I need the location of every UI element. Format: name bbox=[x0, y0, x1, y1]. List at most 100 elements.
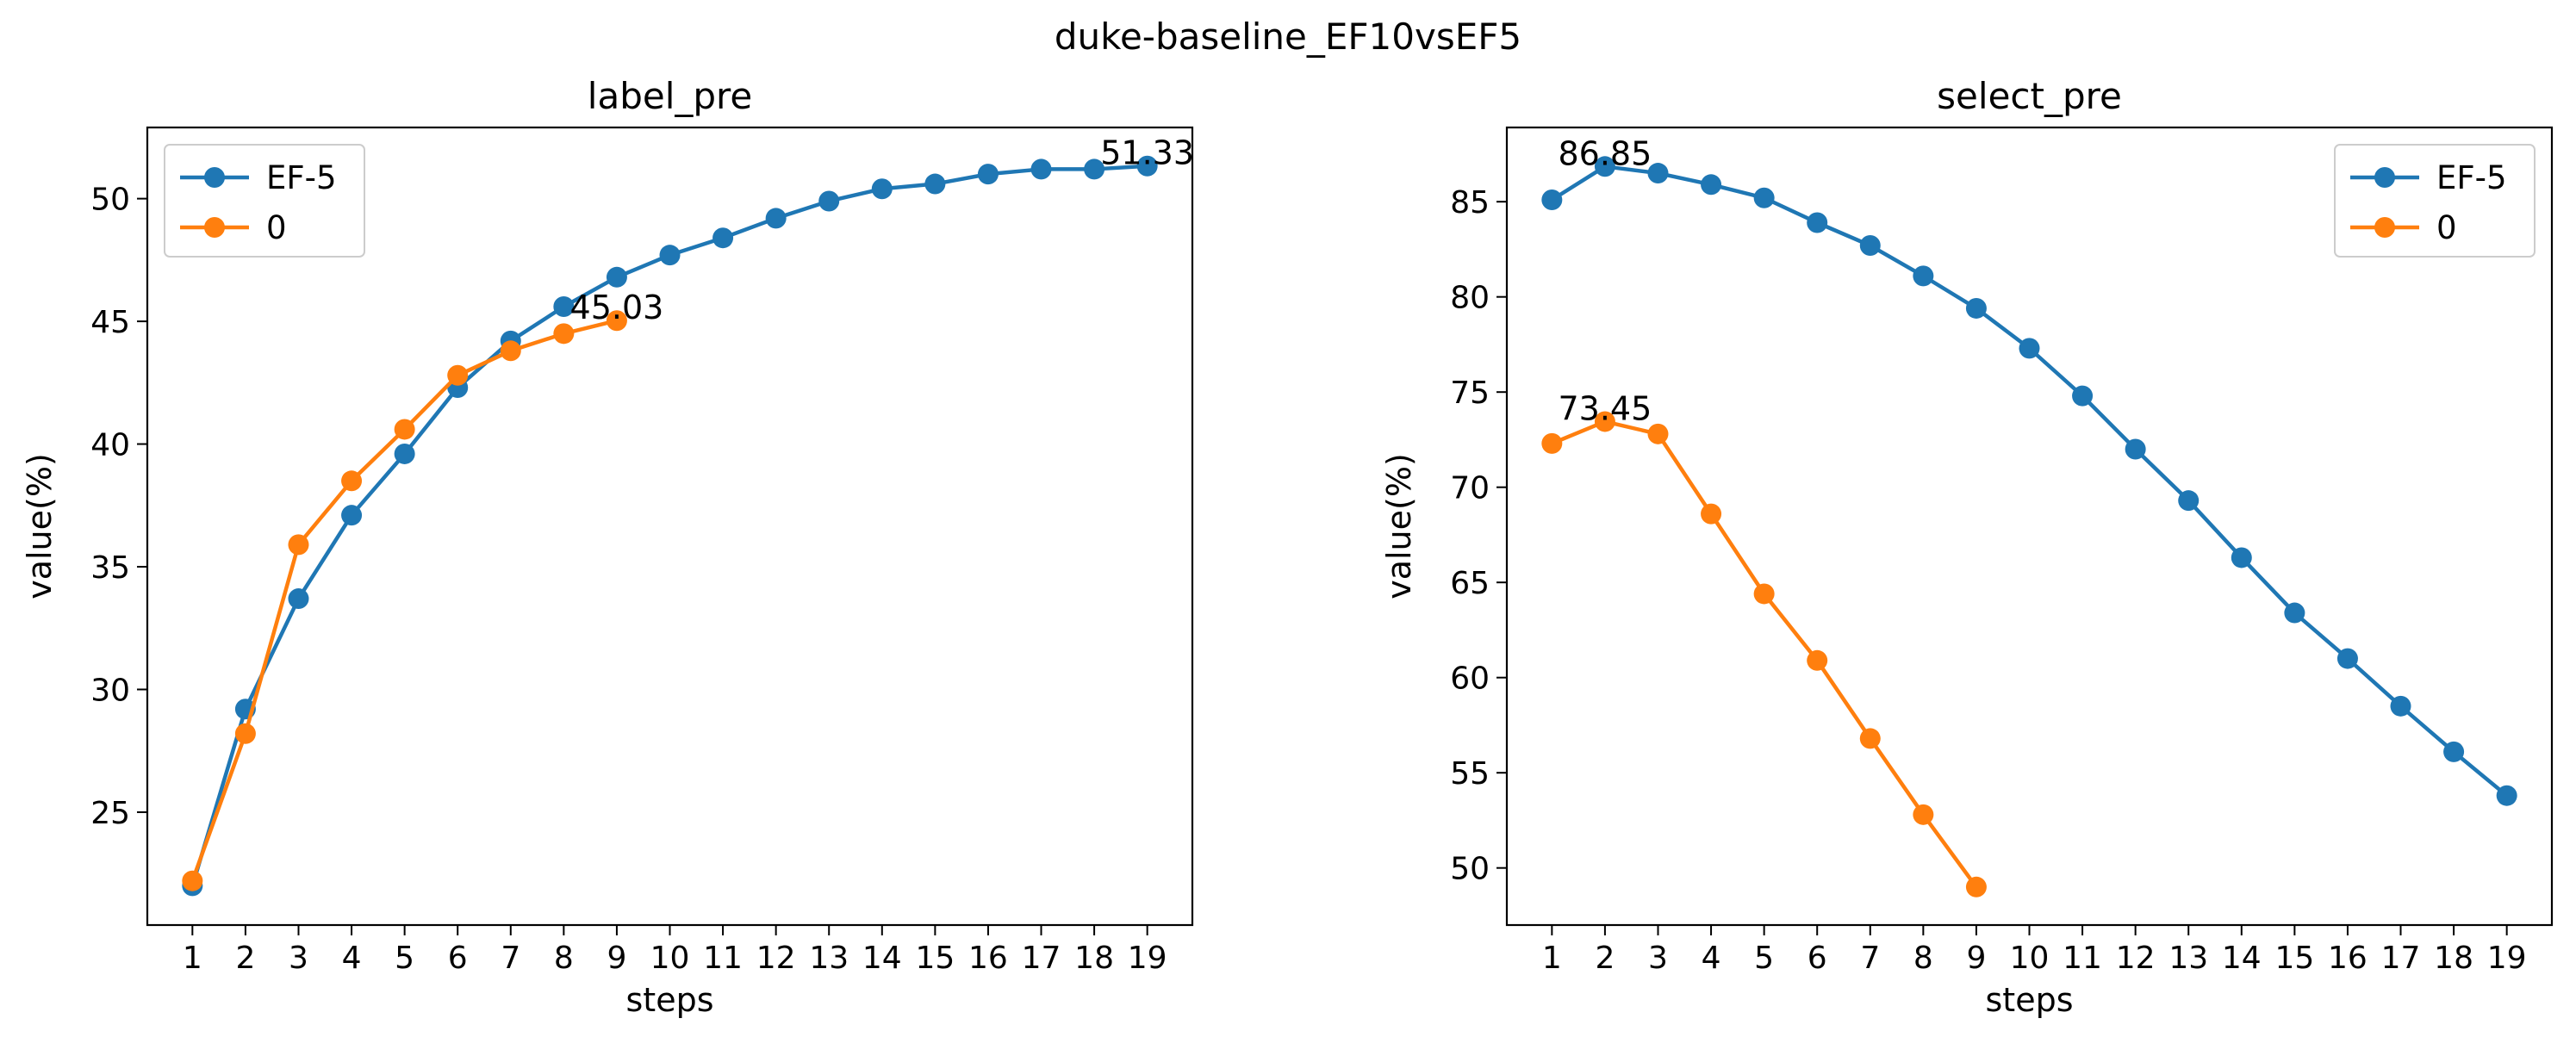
data-label: 86.85 bbox=[1559, 134, 1652, 172]
x-tick-label: 12 bbox=[756, 941, 796, 976]
x-tick-label: 19 bbox=[1128, 941, 1167, 976]
data-point bbox=[1753, 583, 1775, 605]
data-point bbox=[288, 534, 309, 556]
x-tick-label: 9 bbox=[1966, 941, 1986, 976]
x-tick-label: 2 bbox=[235, 941, 255, 976]
data-point bbox=[341, 470, 363, 492]
legend-entry-label: EF-5 bbox=[2436, 159, 2507, 196]
x-tick-label: 15 bbox=[915, 941, 955, 976]
x-tick-label: 18 bbox=[1074, 941, 1114, 976]
data-point bbox=[1913, 804, 1934, 825]
y-tick-label: 80 bbox=[1450, 281, 1490, 316]
data-point bbox=[2178, 490, 2200, 512]
x-tick-label: 1 bbox=[183, 941, 202, 976]
data-point bbox=[2019, 338, 2040, 359]
x-tick-label: 11 bbox=[2063, 941, 2102, 976]
data-point bbox=[1647, 423, 1669, 444]
x-tick-label: 2 bbox=[1595, 941, 1615, 976]
data-point bbox=[2072, 385, 2094, 407]
data-point bbox=[553, 323, 575, 345]
x-tick-label: 8 bbox=[1913, 941, 1933, 976]
x-tick-label: 17 bbox=[1022, 941, 1061, 976]
y-tick-label: 40 bbox=[90, 428, 130, 463]
y-axis-label: value(%) bbox=[1380, 453, 1418, 599]
data-point bbox=[2284, 602, 2305, 624]
data-point bbox=[1965, 876, 1987, 897]
data-point bbox=[1859, 235, 1881, 257]
data-point bbox=[606, 310, 627, 332]
x-tick-label: 4 bbox=[342, 941, 362, 976]
data-point bbox=[2125, 438, 2146, 460]
legend: EF-5 0 bbox=[2334, 144, 2536, 258]
data-point bbox=[765, 208, 787, 229]
x-tick-label: 5 bbox=[395, 941, 414, 976]
x-tick-label: 6 bbox=[1808, 941, 1827, 976]
data-point bbox=[1965, 297, 1987, 319]
y-tick-label: 35 bbox=[90, 550, 130, 586]
legend-entry-label: 0 bbox=[266, 209, 287, 246]
data-point bbox=[1541, 432, 1563, 454]
series-line-ef-5 bbox=[1551, 165, 2509, 798]
data-point bbox=[659, 245, 681, 266]
legend-swatch-marker bbox=[204, 217, 225, 238]
x-tick-label: 5 bbox=[1754, 941, 1774, 976]
x-tick-label: 7 bbox=[501, 941, 520, 976]
data-point bbox=[818, 190, 840, 212]
x-tick-label: 6 bbox=[448, 941, 468, 976]
x-tick-label: 13 bbox=[2168, 941, 2208, 976]
x-tick-label: 18 bbox=[2434, 941, 2473, 976]
legend-entry-label: EF-5 bbox=[266, 159, 337, 196]
data-point bbox=[1084, 158, 1105, 180]
data-point bbox=[234, 723, 256, 744]
data-point bbox=[1030, 158, 1052, 180]
chart-title: select_pre bbox=[1937, 75, 2122, 117]
data-point bbox=[2336, 648, 2358, 669]
y-tick-label: 85 bbox=[1450, 185, 1490, 220]
data-point bbox=[871, 178, 893, 200]
data-point bbox=[1859, 728, 1881, 749]
data-label: 45.03 bbox=[570, 289, 664, 326]
data-point bbox=[447, 364, 469, 386]
x-tick-label: 9 bbox=[607, 941, 626, 976]
y-tick-label: 60 bbox=[1450, 661, 1490, 697]
legend-entry-label: 0 bbox=[2436, 209, 2457, 246]
x-tick-label: 14 bbox=[862, 941, 902, 976]
data-point bbox=[1541, 189, 1563, 210]
y-tick-label: 50 bbox=[90, 183, 130, 218]
data-point bbox=[500, 340, 521, 362]
data-point bbox=[977, 164, 999, 185]
legend-swatch-marker bbox=[2374, 167, 2395, 188]
y-axis-label: value(%) bbox=[21, 453, 59, 599]
data-point bbox=[394, 419, 415, 440]
data-point bbox=[1701, 503, 1722, 525]
y-tick-label: 25 bbox=[90, 796, 130, 831]
x-tick-label: 12 bbox=[2116, 941, 2156, 976]
x-tick-label: 16 bbox=[968, 941, 1008, 976]
x-tick-label: 3 bbox=[1648, 941, 1668, 976]
data-label: 51.33 bbox=[1100, 134, 1194, 172]
data-point bbox=[606, 266, 627, 288]
x-tick-label: 14 bbox=[2222, 941, 2262, 976]
x-tick-label: 8 bbox=[554, 941, 574, 976]
y-tick-label: 75 bbox=[1450, 376, 1490, 411]
y-tick-label: 50 bbox=[1450, 852, 1490, 887]
series-line-zero bbox=[190, 319, 618, 882]
legend: EF-5 0 bbox=[164, 144, 365, 258]
x-tick-label: 7 bbox=[1860, 941, 1880, 976]
data-point bbox=[1913, 265, 1934, 287]
data-point bbox=[2390, 695, 2411, 717]
x-tick-label: 4 bbox=[1702, 941, 1721, 976]
y-tick-label: 45 bbox=[90, 305, 130, 340]
chart-title: label_pre bbox=[588, 75, 752, 117]
x-axis-label: steps bbox=[1986, 981, 2074, 1019]
data-point bbox=[2231, 547, 2252, 568]
data-point bbox=[1647, 163, 1669, 184]
x-tick-label: 10 bbox=[2010, 941, 2050, 976]
series-line-zero bbox=[1551, 419, 1978, 889]
data-point bbox=[1594, 156, 1615, 177]
data-point bbox=[182, 870, 203, 891]
x-tick-label: 15 bbox=[2274, 941, 2314, 976]
